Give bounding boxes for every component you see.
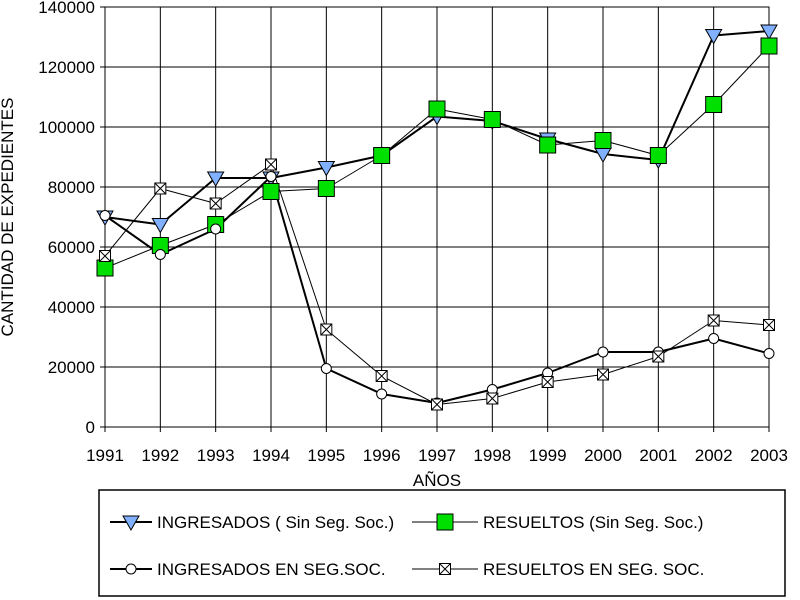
data-point (431, 398, 443, 411)
legend-label: RESUELTOS (Sin Seg. Soc.) (483, 513, 703, 532)
y-tick-label: 0 (86, 418, 95, 437)
y-tick-label: 120000 (38, 58, 95, 77)
data-point (539, 136, 557, 154)
data-point (373, 147, 391, 164)
x-tick-label: 1999 (529, 446, 567, 465)
y-axis-title: CANTIDAD DE EXPEDIENTES (0, 98, 17, 337)
x-axis-title: AÑOS (413, 471, 461, 490)
data-point (375, 370, 388, 382)
data-point (597, 368, 609, 381)
x-tick-label: 1997 (418, 446, 456, 465)
data-point (262, 183, 280, 200)
data-point (541, 376, 554, 388)
data-point (708, 333, 720, 344)
x-tick-label: 2001 (639, 446, 677, 465)
data-point (206, 171, 225, 188)
data-point (154, 182, 167, 195)
data-point (209, 197, 222, 210)
legend-marker (125, 563, 137, 575)
data-point (265, 158, 277, 171)
data-point (763, 348, 775, 359)
data-point (320, 363, 332, 374)
series-markers (96, 24, 778, 411)
legend-label: RESUELTOS EN SEG. SOC. (483, 560, 704, 579)
data-point (760, 24, 778, 41)
data-point (99, 250, 111, 262)
x-tick-label: 1996 (363, 446, 401, 465)
data-point (649, 147, 667, 164)
y-tick-label: 100000 (38, 118, 95, 137)
y-tick-label: 140000 (38, 0, 95, 17)
x-tick-label: 1995 (307, 446, 345, 465)
x-tick-label: 2000 (584, 446, 622, 465)
y-axis-ticks: 0 20000 40000 60000 80000 100000 120000 140000 (38, 0, 105, 437)
x-tick-label: 1993 (197, 446, 235, 465)
legend-label: INGRESADOS ( Sin Seg. Soc.) (157, 513, 394, 532)
data-point (763, 319, 775, 331)
data-point (151, 218, 170, 234)
data-point (265, 171, 277, 182)
data-point (486, 392, 499, 405)
data-point (96, 259, 114, 277)
data-point (317, 161, 336, 177)
legend-marker (436, 513, 454, 531)
x-tick-label: 1994 (252, 446, 290, 465)
x-axis-ticks: 1991 1992 1993 1994 1995 1996 1997 1998 1999 2000… (86, 427, 788, 465)
legend-box (98, 489, 786, 597)
x-tick-label: 1991 (86, 446, 124, 465)
data-point (597, 346, 609, 358)
legend-marker (122, 515, 140, 532)
y-tick-label: 80000 (48, 178, 95, 197)
x-tick-label: 1992 (141, 446, 179, 465)
legend: INGRESADOS ( Sin Seg. Soc.) RESUELTOS (Si… (110, 513, 704, 579)
data-point (99, 210, 111, 221)
data-point (317, 180, 335, 197)
data-point (320, 323, 333, 336)
legend-marker (439, 563, 451, 575)
data-point (760, 37, 778, 55)
data-point (707, 314, 720, 327)
y-tick-label: 20000 (48, 358, 95, 377)
data-point (652, 350, 665, 363)
data-point (705, 96, 723, 113)
y-tick-label: 40000 (48, 298, 95, 317)
data-point (594, 132, 612, 149)
x-tick-label: 2002 (695, 446, 733, 465)
x-tick-label: 2003 (750, 446, 788, 465)
legend-label: INGRESADOS EN SEG.SOC. (157, 560, 386, 579)
data-point (376, 388, 388, 400)
data-point (704, 29, 723, 45)
data-point (428, 100, 446, 118)
data-point (210, 223, 222, 235)
data-point (483, 111, 501, 128)
x-tick-label: 1998 (473, 446, 511, 465)
data-point (154, 249, 166, 260)
y-tick-label: 60000 (48, 238, 95, 257)
